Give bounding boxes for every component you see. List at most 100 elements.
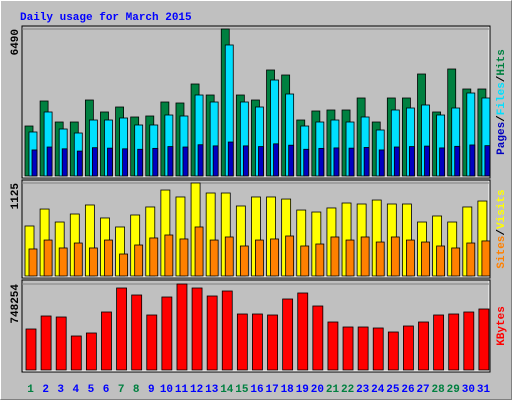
bar <box>227 141 234 177</box>
bar <box>116 287 127 371</box>
x-tick-label: 10 <box>160 384 173 396</box>
bar <box>360 236 370 277</box>
x-tick-label: 17 <box>265 384 278 396</box>
bar <box>333 147 340 177</box>
plot-bevel <box>23 27 490 178</box>
y-tick-label: 1125 <box>10 183 22 210</box>
x-tick-label: 30 <box>462 384 475 396</box>
legend-separator: / <box>496 75 508 82</box>
x-tick-label: 26 <box>401 384 414 396</box>
legend-entry: Hits <box>496 49 508 75</box>
x-tick-label: 28 <box>432 384 446 396</box>
bar <box>194 226 204 277</box>
x-tick-label: 3 <box>57 384 64 396</box>
bar <box>406 239 415 277</box>
bar <box>101 311 112 371</box>
x-tick-label: 27 <box>416 384 429 396</box>
legend-entry: Pages <box>496 122 508 155</box>
bar <box>206 295 218 371</box>
bar <box>439 147 446 177</box>
bar <box>345 239 355 277</box>
bar <box>451 247 461 277</box>
x-tick-label: 12 <box>190 384 203 396</box>
bar <box>40 315 52 371</box>
bar <box>421 241 430 277</box>
bar <box>436 245 446 277</box>
bar <box>76 150 83 177</box>
bar <box>330 236 340 277</box>
x-tick-label: 14 <box>220 384 234 396</box>
bar <box>267 314 278 371</box>
bar <box>312 305 324 371</box>
x-tick-label: 8 <box>133 384 140 396</box>
legend-entry: Files <box>496 82 508 115</box>
bar <box>348 147 355 177</box>
bar <box>191 287 203 371</box>
bar <box>424 145 430 177</box>
bar <box>91 147 98 177</box>
bar <box>378 149 385 177</box>
bar <box>342 326 354 371</box>
bar <box>70 335 82 371</box>
x-tick-label: 7 <box>118 384 125 396</box>
x-tick-label: 16 <box>250 384 263 396</box>
legend: Sites/Visits <box>496 189 508 268</box>
chart-title: Daily usage for March 2015 <box>20 12 192 24</box>
legend: KBytes <box>496 306 508 346</box>
bar <box>85 332 97 371</box>
bar <box>236 313 248 371</box>
legend-entry: Sites <box>496 236 508 269</box>
bar <box>285 235 295 277</box>
x-tick-label: 29 <box>447 384 460 396</box>
bar <box>182 146 189 177</box>
bar <box>418 321 429 371</box>
bar <box>300 245 310 277</box>
bar <box>463 311 475 371</box>
bar <box>327 321 339 371</box>
x-tick-label: 23 <box>356 384 370 396</box>
x-tick-label: 13 <box>205 384 219 396</box>
x-tick-label: 18 <box>281 384 295 396</box>
bar <box>372 327 384 371</box>
bar <box>176 283 188 371</box>
legend-entry: KBytes <box>496 306 508 346</box>
bar <box>387 331 399 371</box>
bar <box>55 316 67 371</box>
bar <box>107 147 113 177</box>
x-tick-label: 19 <box>296 384 309 396</box>
bar <box>466 242 476 277</box>
bar <box>46 146 53 177</box>
bar <box>161 296 173 371</box>
bar <box>375 241 385 277</box>
x-tick-label: 2 <box>42 384 49 396</box>
bar <box>484 145 491 177</box>
bar <box>242 145 249 177</box>
x-tick-label: 9 <box>148 384 155 396</box>
bar <box>221 290 233 371</box>
bar <box>270 238 279 277</box>
x-tick-label: 24 <box>371 384 385 396</box>
bar <box>179 238 189 277</box>
bar <box>137 148 144 177</box>
bar <box>164 234 174 277</box>
bar <box>167 146 174 177</box>
legend-separator: / <box>496 115 508 122</box>
legend: Pages/Files/Hits <box>496 49 508 155</box>
bar <box>146 314 158 371</box>
bar <box>273 143 279 177</box>
x-tick-label: 6 <box>103 384 110 396</box>
bar <box>409 146 415 177</box>
bar <box>149 237 159 277</box>
bar <box>282 298 294 371</box>
plot-bevel <box>23 181 490 278</box>
x-tick-label: 21 <box>326 384 340 396</box>
bar <box>315 243 325 277</box>
bar <box>224 236 234 277</box>
bar <box>363 147 370 177</box>
x-tick-label: 20 <box>311 384 324 396</box>
bar <box>318 147 325 177</box>
bar <box>119 253 128 277</box>
bar <box>131 294 143 371</box>
